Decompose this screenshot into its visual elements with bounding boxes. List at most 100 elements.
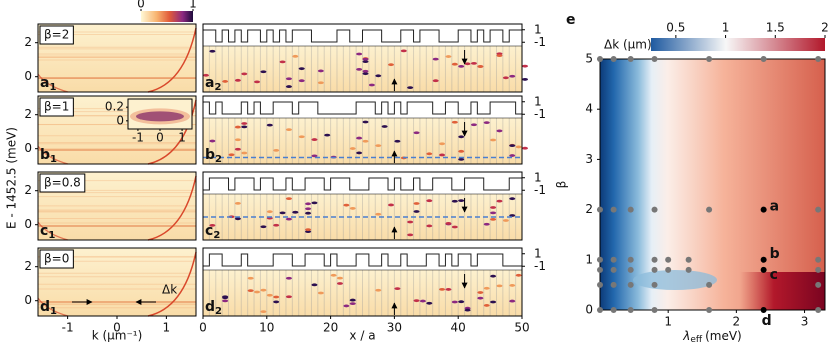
- x-axis-label: λeff (meV): [682, 329, 742, 345]
- intensity-spot: [445, 288, 452, 291]
- intensity-spot: [509, 144, 516, 147]
- colorbar: [651, 38, 825, 51]
- intensity-spot: [317, 69, 324, 73]
- y-axis-label: β: [555, 181, 569, 189]
- intensity-spot: [279, 60, 286, 64]
- colorbar-tick-label: 0: [137, 0, 145, 11]
- panel-label: d2: [205, 299, 222, 317]
- panel-label: c1: [40, 223, 55, 241]
- sample-point: [665, 266, 672, 273]
- intensity-spot: [209, 139, 216, 143]
- x-label-symbol: λ: [682, 329, 690, 343]
- intensity-spot: [388, 203, 395, 207]
- potential-trace: [202, 101, 522, 115]
- x-axis-label: x / a: [349, 329, 375, 343]
- intensity-spot: [305, 202, 312, 206]
- intensity-spot: [362, 69, 369, 73]
- intensity-spot: [285, 77, 292, 81]
- x-tick-label: 2: [733, 315, 741, 329]
- intensity-spot: [458, 135, 465, 139]
- intensity-spot: [381, 125, 388, 128]
- intensity-spot: [483, 121, 490, 125]
- dispersion-curve: [147, 251, 197, 317]
- intensity-spot: [413, 131, 420, 135]
- intensity-spot: [451, 300, 458, 304]
- marked-label: b: [770, 246, 780, 262]
- intensity-spot: [279, 211, 286, 215]
- intensity-spot: [260, 70, 267, 74]
- intensity-spot: [426, 301, 433, 305]
- inset-x-tick-label: 0: [156, 131, 164, 145]
- colorbar-tick-label: 0.5: [666, 21, 685, 35]
- dispersion-curve: [147, 175, 197, 241]
- intensity-spot: [298, 67, 305, 71]
- intensity-spot: [234, 217, 241, 221]
- intensity-spot: [330, 273, 337, 277]
- intensity-spot: [305, 207, 312, 211]
- intensity-spot: [285, 197, 292, 201]
- sample-point: [706, 56, 713, 62]
- sample-point: [651, 266, 658, 273]
- intensity-spot: [273, 300, 280, 304]
- intensity-spot: [407, 220, 414, 224]
- intensity-spot: [305, 228, 312, 231]
- sample-point: [627, 56, 634, 62]
- intensity-spot: [311, 154, 318, 158]
- panel-frame: [599, 58, 826, 311]
- intensity-spot: [483, 304, 490, 307]
- annotation-box: [39, 97, 74, 117]
- sample-point: [627, 307, 634, 313]
- intensity-spot: [451, 225, 458, 229]
- panel-label: b1: [40, 147, 57, 165]
- intensity-spot: [203, 73, 209, 77]
- dispersion-curve: [37, 297, 69, 317]
- marked-point: [760, 256, 767, 263]
- y-tick-label: 0: [585, 303, 593, 317]
- intensity-spot: [490, 217, 497, 221]
- sample-point: [627, 256, 634, 263]
- intensity-spot: [496, 284, 503, 288]
- marked-label: d: [762, 313, 772, 329]
- y-tick-label: 0: [24, 293, 32, 307]
- intensity-spot: [490, 206, 497, 209]
- intensity-spot: [266, 293, 273, 297]
- intensity-spot: [490, 138, 497, 142]
- intensity-spot: [285, 85, 292, 88]
- panel-frame: [202, 247, 523, 317]
- intensity-spot: [228, 153, 235, 157]
- intensity-spot: [362, 139, 369, 143]
- dispersion-curve: [37, 221, 69, 241]
- colorbar: [141, 11, 193, 22]
- intensity-spot: [464, 308, 471, 312]
- y2-tick-label: -1: [534, 107, 546, 121]
- panel-letter: d: [40, 299, 50, 315]
- intensity-spot: [451, 62, 458, 66]
- sample-point: [651, 56, 658, 62]
- panel-letter: a: [40, 75, 49, 91]
- panel-subscript: 2: [215, 154, 222, 165]
- panel-label: a2: [205, 75, 221, 93]
- intensity-spot: [356, 52, 363, 56]
- profile-image: [203, 46, 522, 92]
- colorbar-label: Δk (μm): [604, 38, 652, 52]
- intensity-spot: [273, 148, 280, 152]
- sample-point: [610, 256, 617, 263]
- y-tick-label: 2: [585, 202, 593, 216]
- y2-tick-label: -1: [534, 183, 546, 197]
- intensity-spot: [477, 65, 484, 68]
- intensity-spot: [336, 276, 343, 280]
- intensity-spot: [464, 62, 471, 66]
- intensity-spot: [368, 83, 375, 87]
- x-tick-label: 30: [387, 321, 402, 335]
- intensity-spot: [241, 151, 248, 155]
- annotation: β=2: [44, 28, 69, 42]
- sample-point: [597, 307, 603, 313]
- panel-label: c2: [205, 223, 220, 241]
- sample-point: [815, 256, 822, 263]
- intensity-spot: [394, 139, 401, 143]
- intensity-spot: [247, 289, 254, 293]
- intensity-spot: [305, 211, 312, 215]
- intensity-spot: [458, 149, 465, 153]
- intensity-spot: [343, 203, 350, 207]
- x-label-unit: (meV): [705, 329, 742, 343]
